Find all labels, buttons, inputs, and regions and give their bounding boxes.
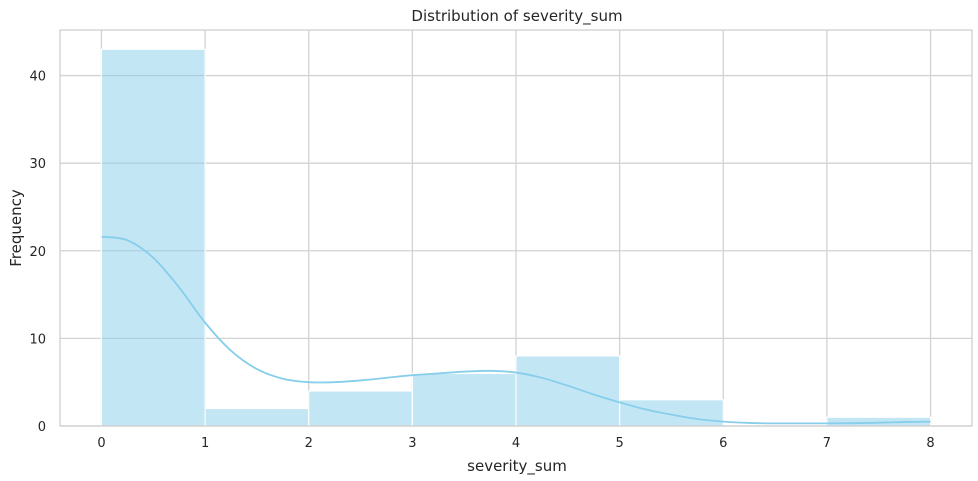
- y-tick-label: 40: [29, 70, 46, 85]
- histogram-bar: [204, 407, 310, 427]
- histogram-bars: [100, 48, 932, 427]
- x-tick-label: 7: [823, 436, 831, 451]
- kde-curve: [101, 235, 931, 425]
- plot-frame: [59, 29, 973, 427]
- x-tick-label: 8: [926, 436, 934, 451]
- kde-curve-group: [101, 235, 931, 425]
- histogram-bar: [515, 355, 621, 427]
- y-axis-label: Frequency: [7, 189, 25, 267]
- y-tick-label: 30: [29, 157, 46, 172]
- x-tick-label: 3: [408, 436, 416, 451]
- x-axis-ticks: 0 1 2 3 4 5 6 7 8: [97, 436, 934, 451]
- x-tick-label: 5: [615, 436, 623, 451]
- histogram-bar: [619, 399, 724, 427]
- chart-title: Distribution of severity_sum: [411, 7, 622, 26]
- histogram-bar: [308, 390, 413, 427]
- x-tick-label: 1: [201, 436, 209, 451]
- x-tick-label: 6: [719, 436, 727, 451]
- x-tick-label: 2: [305, 436, 313, 451]
- x-tick-label: 0: [97, 436, 105, 451]
- x-axis-label: severity_sum: [467, 457, 567, 476]
- y-axis-ticks: 0 10 20 30 40: [29, 70, 46, 435]
- y-tick-label: 0: [38, 420, 46, 435]
- y-tick-label: 10: [29, 332, 46, 347]
- histogram-bar: [411, 372, 517, 427]
- y-tick-label: 20: [29, 245, 46, 260]
- x-tick-label: 4: [512, 436, 520, 451]
